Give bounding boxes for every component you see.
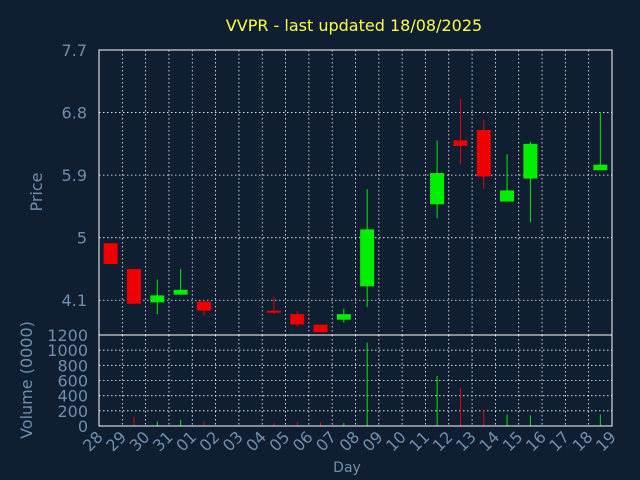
candle-body-01 — [196, 301, 211, 311]
candle-body-30 — [150, 295, 165, 303]
candle-body-15 — [523, 143, 538, 179]
volume-tick-label: 800 — [57, 356, 88, 375]
volume-tick-label: 600 — [57, 372, 88, 391]
chart-title: VVPR - last updated 18/08/2025 — [226, 16, 482, 35]
x-axis-label: Day — [333, 460, 361, 476]
candle-body-05 — [290, 314, 305, 325]
volume-panel-frame — [98, 334, 613, 427]
candle-body-12 — [453, 140, 468, 146]
volume-tick-label: 1200 — [47, 326, 88, 345]
price-tick-label: 6.8 — [62, 104, 87, 123]
candle-body-18 — [593, 164, 608, 171]
volume-tick-label: 1000 — [47, 341, 88, 360]
price-candles — [103, 98, 608, 333]
x-tick-labels: 2829303101020304050607080910111213141516… — [79, 427, 620, 455]
volume-tick-label: 200 — [57, 402, 88, 421]
candle-body-08 — [360, 229, 375, 287]
volume-tick-label: 0 — [78, 417, 88, 436]
candle-body-06 — [313, 324, 328, 333]
candle-body-28 — [103, 243, 118, 265]
price-tick-label: 5 — [77, 229, 87, 248]
volume-grid — [99, 335, 612, 426]
price-grid — [99, 50, 612, 335]
price-tick-labels: 4.1 5 5.9 6.8 7.7 — [62, 41, 87, 310]
price-tick-label: 5.9 — [62, 166, 87, 185]
volume-bars — [133, 342, 601, 426]
candle-body-11 — [430, 173, 445, 205]
candle-body-07 — [336, 314, 351, 320]
price-tick-label: 4.1 — [62, 291, 87, 310]
candle-body-14 — [500, 190, 515, 202]
price-tick-label: 7.7 — [62, 41, 87, 60]
candle-body-29 — [126, 268, 141, 304]
candle-body-13 — [476, 129, 491, 177]
candle-body-31 — [173, 289, 188, 295]
volume-axis-label: Volume (0000) — [17, 321, 36, 439]
volume-tick-label: 400 — [57, 387, 88, 406]
candle-body-04 — [266, 310, 281, 313]
price-axis-label: Price — [27, 172, 46, 211]
